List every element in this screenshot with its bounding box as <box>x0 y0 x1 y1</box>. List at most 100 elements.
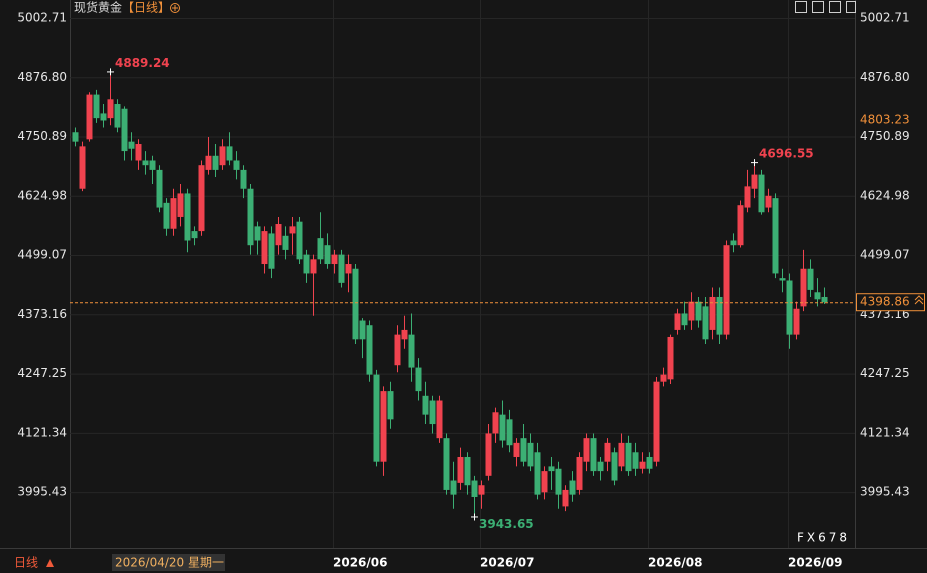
candle-body <box>541 471 548 493</box>
candle-body <box>737 205 744 246</box>
tool-button[interactable] <box>812 1 824 13</box>
candle-body <box>184 193 191 241</box>
y2-tick-label: 4750.89 <box>860 129 910 143</box>
candle-body <box>597 461 604 472</box>
tool-button[interactable] <box>829 1 841 13</box>
candle-body <box>478 485 485 495</box>
crosshair-label: 2026/04/20 星期一 <box>115 556 224 570</box>
candle-body <box>254 226 261 241</box>
candle-body <box>198 165 205 232</box>
y2-tick-label: 4876.80 <box>860 70 910 84</box>
candle-body <box>695 301 702 321</box>
settings-icon[interactable] <box>170 3 180 13</box>
candle-body <box>709 296 716 330</box>
candles <box>72 71 828 517</box>
candle-body <box>576 456 583 490</box>
candle-body <box>380 391 387 462</box>
candle-body <box>450 480 457 495</box>
candle-body <box>660 374 667 382</box>
x-tick-label: 2026/07 <box>480 556 534 570</box>
toolbar[interactable] <box>795 1 856 13</box>
candle-body <box>275 224 282 246</box>
candle-body <box>121 108 128 152</box>
candle-body <box>744 186 751 208</box>
candle-body <box>786 280 793 335</box>
candle-body <box>730 240 737 246</box>
candle-body <box>590 438 597 472</box>
candle-body <box>667 336 674 380</box>
crosshair-box <box>112 554 225 571</box>
interval-label[interactable]: 日线 <box>14 556 38 570</box>
candle-body <box>352 268 359 340</box>
candle-body <box>534 452 541 495</box>
candle-body <box>716 296 723 335</box>
max-label: 4889.24 <box>115 56 170 70</box>
y-tick-label: 4247.25 <box>17 366 67 380</box>
candle-body <box>408 334 415 368</box>
candle-body <box>646 456 653 469</box>
tool-button[interactable] <box>846 1 856 13</box>
candle-body <box>436 400 443 439</box>
current-price-label: 4398.86 <box>860 295 910 309</box>
y2-tick-label: 4499.07 <box>860 248 910 262</box>
tool-button[interactable] <box>795 1 807 13</box>
candle-body <box>373 374 380 462</box>
y-tick-label: 4876.80 <box>17 70 67 84</box>
candle-body <box>142 160 149 166</box>
candle-body <box>527 442 534 467</box>
y-tick-label: 4750.89 <box>17 129 67 143</box>
candle-body <box>765 195 772 208</box>
candle-body <box>814 292 821 300</box>
candle-body <box>366 325 373 375</box>
candle-body <box>296 221 303 260</box>
candle-body <box>583 438 590 462</box>
candle-body <box>555 468 562 495</box>
candle-body <box>688 301 695 321</box>
candle-body <box>485 433 492 476</box>
candle-body <box>569 480 576 495</box>
candle-body <box>226 146 233 161</box>
candle-body <box>506 419 513 446</box>
reference-price-label: 4803.23 <box>860 112 910 126</box>
candle-body <box>457 456 464 483</box>
candle-body <box>177 193 184 217</box>
candle-body <box>268 233 275 269</box>
watermark: FX678 <box>797 531 850 545</box>
y-tick-label: 5002.71 <box>17 11 67 25</box>
candle-body <box>471 480 478 497</box>
candle-body <box>303 254 310 274</box>
candle-body <box>359 320 366 340</box>
candle-body <box>464 456 471 486</box>
candle-body <box>135 144 142 161</box>
candle-body <box>625 442 632 472</box>
candle-body <box>324 245 331 265</box>
candle-body <box>72 132 79 142</box>
candle-body <box>128 141 135 149</box>
candle-body <box>282 235 289 250</box>
y2-tick-label: 5002.71 <box>860 11 910 25</box>
candle-body <box>548 466 555 472</box>
candle-body <box>807 268 814 290</box>
candle-body <box>499 414 506 441</box>
candle-body <box>219 146 226 166</box>
overlay: 5002.71 5002.71 4876.80 4876.80 4750.89 4750.… <box>17 11 925 570</box>
candle-body <box>289 226 296 234</box>
grid <box>70 0 855 548</box>
candle-body <box>170 198 177 229</box>
interval-arrow[interactable] <box>46 559 54 567</box>
current-price-box <box>856 293 925 312</box>
candle-body <box>618 442 625 467</box>
candle-body <box>205 155 212 170</box>
candle-body <box>191 231 198 239</box>
candle-body <box>79 146 86 189</box>
candle-body <box>422 395 429 415</box>
candle-body <box>331 254 338 265</box>
candle-body <box>310 259 317 274</box>
candle-body <box>492 412 499 434</box>
candle-body <box>821 296 828 303</box>
candle-body <box>604 442 611 462</box>
candle-body <box>401 329 408 340</box>
x-tick-label: 2026/08 <box>648 556 702 570</box>
